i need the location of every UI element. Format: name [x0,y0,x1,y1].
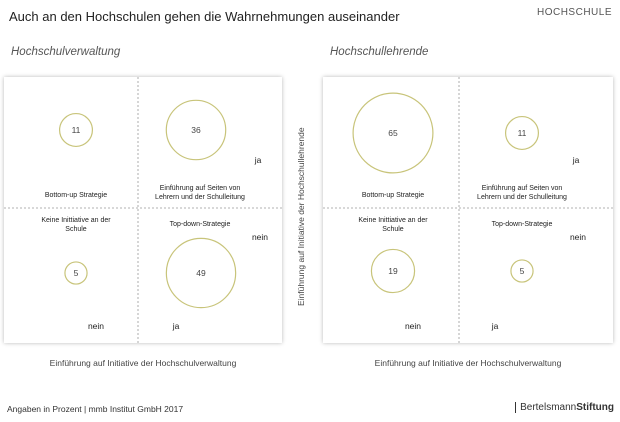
bubble-chart-right: 65 Bottom-up Strategie 11 Einführung auf Se… [323,77,613,343]
bubble-value-1: 36 [191,125,201,135]
bubble-1 [504,115,540,151]
chart-title-right: Hochschullehrende [330,46,429,58]
quadrant-label-1: Einführung auf Seiten von Lehrern und der… [477,185,567,201]
bubble-2 [64,261,88,285]
bubble-chart-left: 11 Bottom-up Strategie 36 Einführung auf Se… [4,77,282,343]
bubble-2 [370,248,416,294]
brand-name-bold: Stiftung [576,402,614,413]
chart-panel-left: 11 Bottom-up Strategie 36 Einführung auf Se… [4,77,282,343]
footer-note: Angaben in Prozent | mmb Institut GmbH 2… [7,404,184,414]
x-axis-label-left: Einführung auf Initiative der Hochschulv… [49,358,237,368]
quadrant-label-0: Bottom-up Strategie [45,192,107,199]
bubble-value-3: 49 [196,268,206,278]
bubble-0 [352,92,434,174]
brand-name: Bertelsmann [520,402,577,413]
chart-panel-right: 65 Bottom-up Strategie 11 Einführung auf Se… [323,77,613,343]
y-axis-label-right: Einführung auf Initiative der Hochschull… [296,127,306,306]
quadrant-label-2: Keine Inittiative an der Schule [41,217,111,233]
quadrant-label-1: Einführung auf Seiten von Lehrern und der… [155,185,245,201]
axis-tick-y-no: nein [252,232,268,242]
quadrant-label-3: Top-down-Strategie [492,221,553,228]
axis-tick-x-no: nein [88,321,104,331]
chart-title-left: Hochschulverwaltung [11,46,121,58]
quadrant-label-3: Top-down-Strategie [170,221,231,228]
bubble-1 [165,99,227,161]
axis-tick-x-yes: ja [172,321,180,331]
x-axis-label-right: Einführung auf Initiative der Hochschulv… [374,358,562,368]
axis-tick-x-no: nein [405,321,421,331]
quadrant-label-0: Bottom-up Strategie [362,192,424,199]
bubble-3 [510,259,534,283]
bubble-3 [165,237,237,309]
bubble-value-2: 5 [74,268,79,278]
bubble-value-0: 65 [388,128,398,138]
brand-logo: BertelsmannStiftung [515,402,614,413]
axis-tick-x-yes: ja [491,321,499,331]
axis-tick-y-no: nein [570,232,586,242]
bubble-value-2: 19 [388,266,398,276]
page-title: Auch an den Hochschulen gehen die Wahrne… [9,9,400,24]
bubble-0 [58,112,94,148]
axis-tick-y-yes: ja [572,155,580,165]
bubble-value-1: 11 [518,128,527,138]
category-label: HOCHSCHULE [536,7,612,18]
quadrant-label-2: Keine Inittiative an der Schule [358,217,428,233]
bubble-value-0: 11 [72,125,81,135]
bubble-value-3: 5 [520,266,525,276]
axis-tick-y-yes: ja [254,155,262,165]
